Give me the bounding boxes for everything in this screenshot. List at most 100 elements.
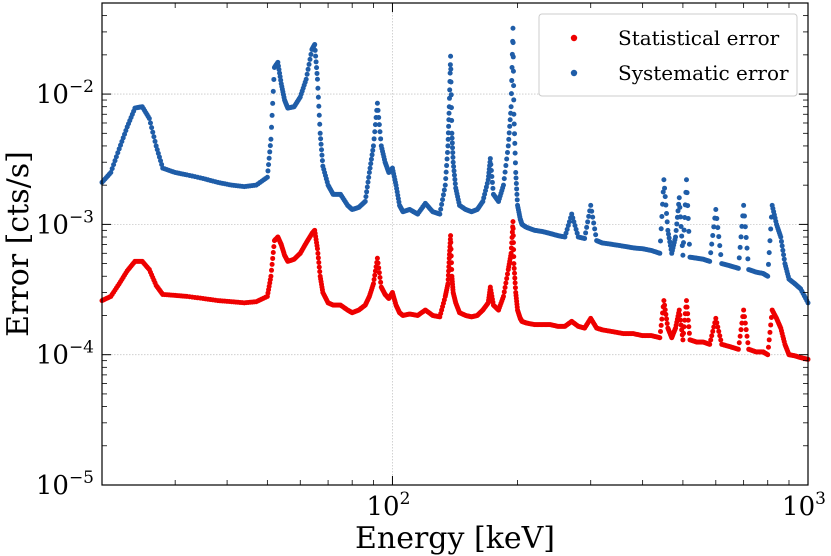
data-point [510,54,516,60]
data-point [370,281,376,287]
data-point [665,227,671,233]
data-point [306,61,312,67]
data-point [663,202,669,208]
data-point [717,333,723,339]
data-point [315,250,321,256]
data-point [490,185,496,191]
data-point [685,317,691,323]
data-point [738,234,744,240]
x-axis-label: Energy [keV] [355,521,555,556]
data-point [745,340,751,346]
data-point [664,219,670,225]
data-point [376,122,382,128]
data-point [268,136,274,142]
data-point [365,179,371,185]
data-point [779,243,785,249]
data-point [582,235,588,241]
data-point [375,260,381,266]
data-point [510,233,516,239]
data-point [681,240,687,246]
data-point [506,136,512,142]
data-point [711,224,717,230]
data-point [738,327,744,333]
data-point [685,203,691,209]
data-point [677,312,683,318]
data-point [506,130,512,136]
data-point [658,226,664,232]
tick-labels: 10−5 10−4 10−3 10−2 102 103 [36,77,826,522]
data-point [514,197,520,203]
data-point [593,232,599,238]
data-point [314,65,320,71]
data-point [314,76,320,82]
data-point [265,168,271,174]
data-point [269,124,275,130]
data-point [590,214,596,220]
data-point [716,328,722,334]
data-point [270,255,276,261]
data-point [781,252,787,258]
data-point [264,174,270,180]
data-point [510,25,516,31]
data-point [450,150,456,156]
data-point [742,224,748,230]
data-point [445,281,451,287]
data-point [448,233,454,239]
data-point [316,260,322,266]
legend-box [538,13,798,97]
data-point [507,117,513,123]
data-point [447,87,453,93]
data-point [449,117,455,123]
data-point [765,344,771,350]
data-point [448,260,454,266]
data-point [681,227,687,233]
ticks [102,3,809,486]
data-point [562,234,568,240]
data-point [303,76,309,82]
data-point [781,256,787,262]
data-point [715,225,721,231]
data-point [370,147,376,153]
data-point [307,56,313,62]
data-point [512,270,518,276]
data-point [709,241,715,247]
series-layer [99,25,811,362]
data-point [765,352,771,358]
data-point [502,169,508,175]
data-point [736,255,742,261]
data-point [717,243,723,249]
data-point [778,234,784,240]
data-point [271,244,277,250]
data-point [511,247,517,253]
data-point [741,213,747,219]
data-point [445,136,451,142]
data-point [452,181,458,187]
data-point [375,107,381,113]
data-point [664,210,670,216]
data-point [445,143,451,149]
data-point [736,340,742,346]
data-point [737,244,743,250]
data-point [765,273,771,279]
data-point [563,230,569,236]
series-1 [99,25,811,306]
data-point [366,170,372,176]
data-point [368,156,374,162]
data-point [686,330,692,336]
data-point [443,176,449,182]
data-point [768,226,774,232]
data-point [735,265,741,271]
data-point [714,216,720,222]
data-point [710,328,716,334]
data-point [500,293,506,299]
data-point [445,149,451,155]
data-point [449,140,455,146]
data-point [569,211,575,217]
data-point [715,324,721,330]
legend-label-systematic: Systematic error [618,61,789,85]
data-point [372,129,378,135]
data-point [439,201,445,207]
data-point [565,223,571,229]
data-point [685,215,691,221]
data-point [680,252,686,258]
